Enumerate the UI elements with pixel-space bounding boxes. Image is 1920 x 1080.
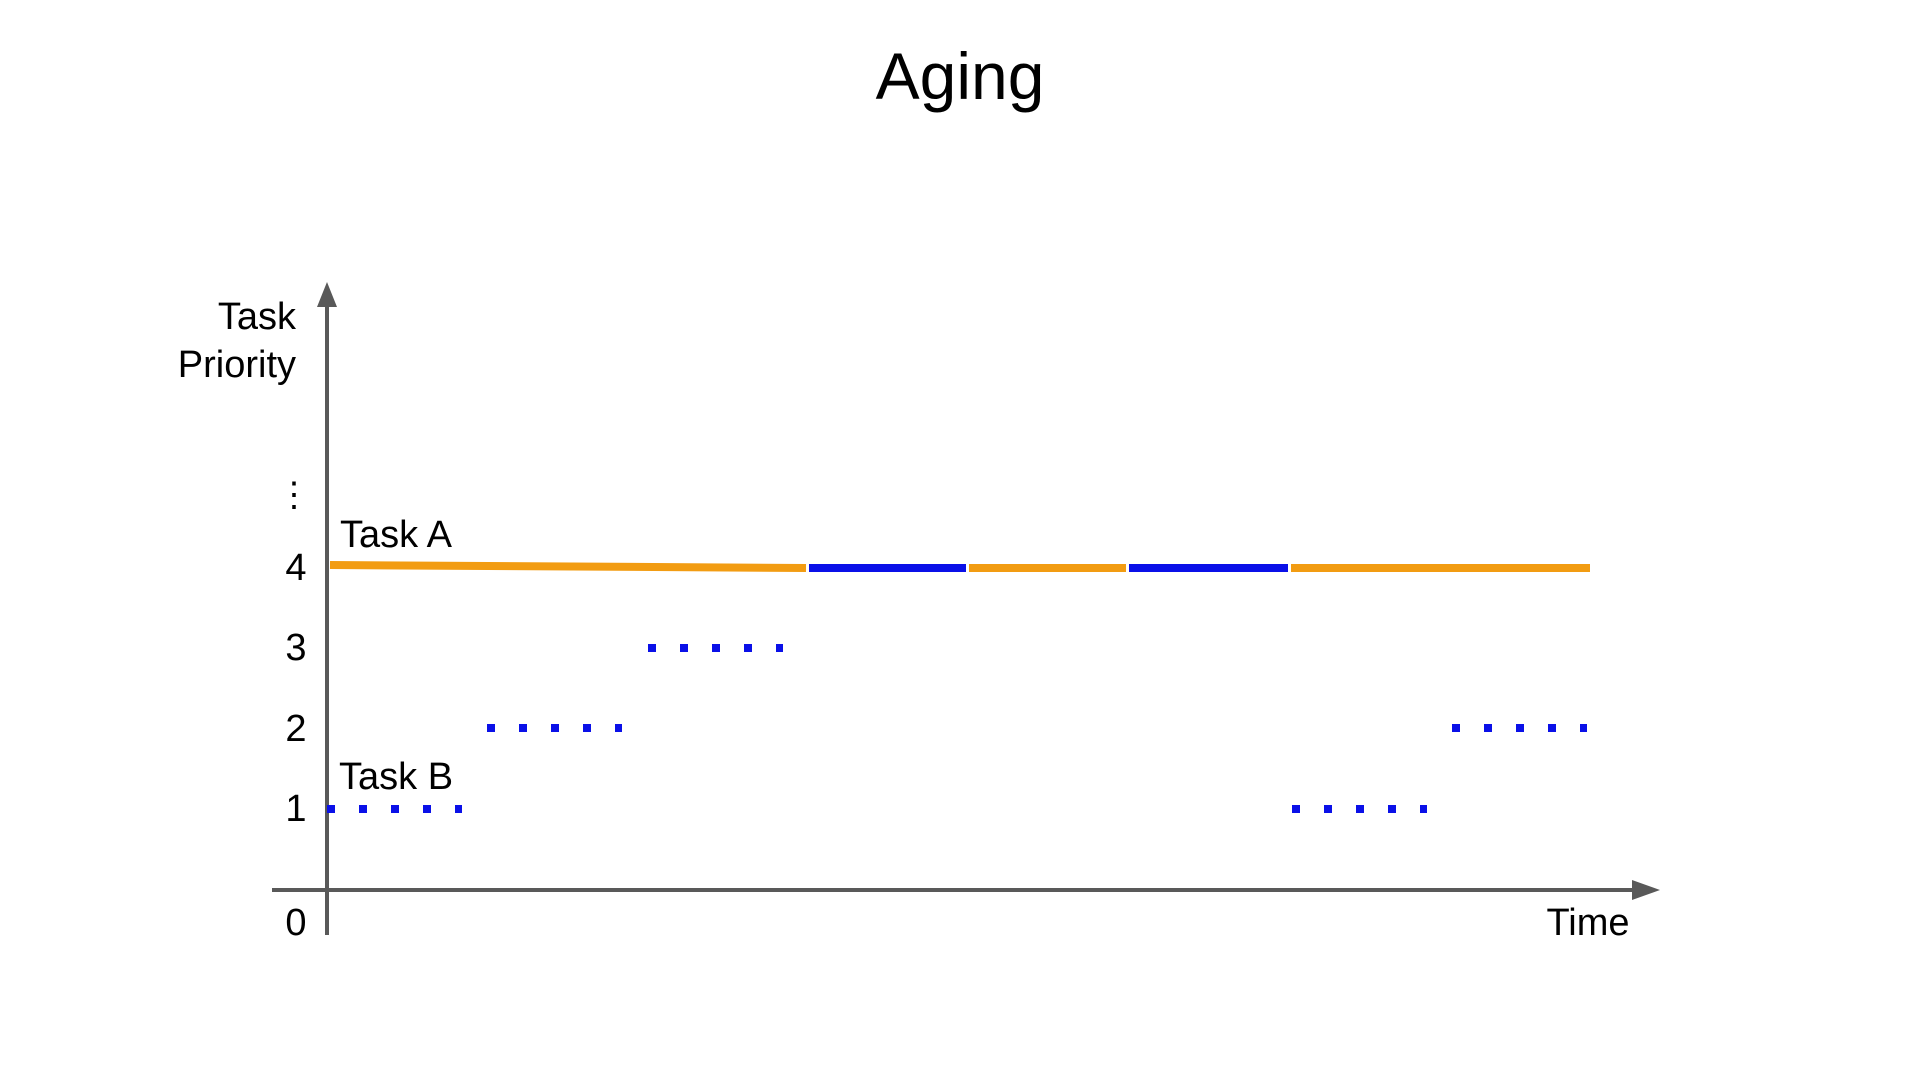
y-tick-label: 3 bbox=[285, 627, 306, 669]
task-a-line-segment bbox=[329, 561, 807, 572]
y-tick-label: 2 bbox=[285, 708, 306, 750]
task-a-label: Task A bbox=[340, 514, 453, 556]
y-axis-arrow-icon bbox=[317, 282, 337, 307]
y-tick-label: 1 bbox=[285, 788, 306, 830]
y-axis-label-line2: Priority bbox=[178, 344, 296, 386]
y-axis-label-line1: Task bbox=[218, 296, 297, 338]
y-axis-ellipsis: ⋮ bbox=[277, 476, 311, 514]
y-tick-label: 4 bbox=[285, 547, 306, 589]
x-axis-label: Time bbox=[1546, 902, 1629, 944]
y-tick-label: 0 bbox=[285, 902, 306, 944]
diagram-title: Aging bbox=[875, 39, 1045, 113]
x-axis-arrow-icon bbox=[1632, 880, 1660, 900]
task-b-label: Task B bbox=[339, 756, 453, 798]
